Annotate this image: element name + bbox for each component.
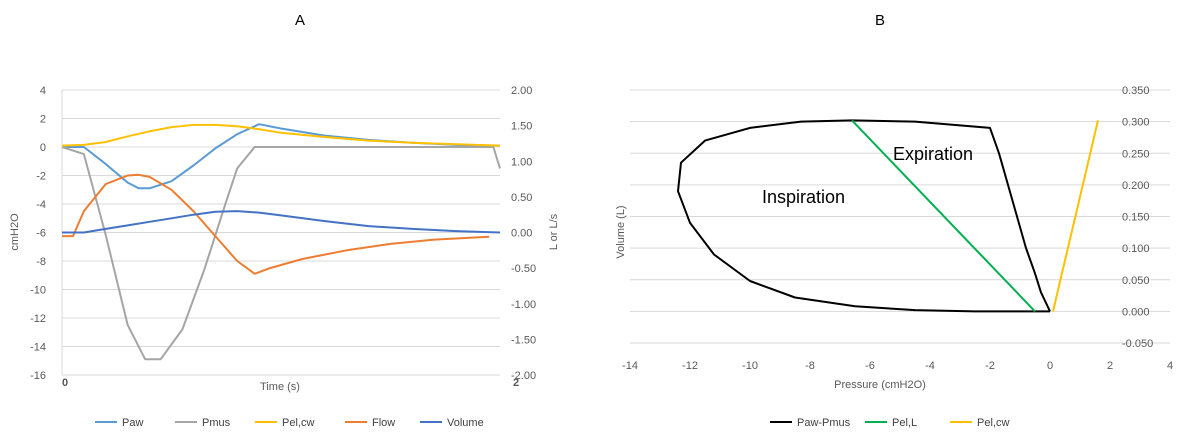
x-tick-label: 2: [513, 377, 519, 389]
x-tick-label: -12: [682, 360, 698, 372]
expiration-annotation: Expiration: [893, 144, 973, 164]
y2-tick-label: 0.200: [1122, 180, 1150, 192]
y-tick-label: -14: [30, 342, 46, 354]
series-line-volume: [62, 210, 501, 234]
y2-tick-label: -1.00: [511, 299, 536, 311]
chart-a-legend: Paw Pmus Pel,cw Flow Volume: [95, 417, 484, 429]
y-tick-label: 2: [40, 114, 46, 126]
y2-tick-label: 0.300: [1122, 117, 1150, 129]
chart-b: B -14 -12 -10 -8 -6 -4 -2 0 2 4 0.3500.3000.2500.…: [615, 12, 1173, 429]
y2-tick-label: -0.050: [1122, 338, 1153, 350]
legend-label-pel-cw: Pel,cw: [977, 417, 1009, 429]
x-tick-label: -2: [985, 360, 995, 372]
series-line-pel-l: [851, 119, 1036, 313]
chart-b-y-label: Volume (L): [615, 205, 627, 258]
y2-tick-label: 0.250: [1122, 148, 1150, 160]
series-line-pel-cw: [1052, 120, 1099, 312]
x-tick-label: -4: [925, 360, 935, 372]
inspiration-annotation: Inspiration: [762, 187, 845, 207]
legend-label-flow: Flow: [372, 417, 395, 429]
chart-a-series: [61, 123, 501, 361]
y2-tick-label: 2.00: [511, 85, 532, 97]
chart-b-x-label: Pressure (cmH2O): [834, 379, 926, 391]
legend-label-pel-l: Pel,L: [892, 417, 917, 429]
y2-tick-label: 0.350: [1122, 85, 1150, 97]
chart-a-y-ticks: 4 2 0 -2 -4 -6 -8 -10 -12 -14 -16: [30, 85, 46, 382]
series-line-paw: [62, 123, 490, 190]
x-tick-label: -8: [805, 360, 815, 372]
chart-b-title: B: [875, 12, 885, 29]
legend-label-paw: Paw: [122, 417, 143, 429]
y2-tick-label: 0.00: [511, 228, 532, 240]
chart-b-y2-ticks: 0.350 0.300 0.250 0.200 0.150 0.100 0.050 0.000…: [1122, 85, 1153, 350]
chart-a: A 4 2 0 -2 -4 -6 -8 -10 -12 -14 -16 2.00 1.50 1.00 0.…: [9, 12, 560, 429]
y2-tick-label: -2.00: [511, 370, 536, 382]
chart-b-x-ticks: -14 -12 -10 -8 -6 -4 -2 0 2 4: [622, 360, 1173, 372]
series-line-paw-pmus: [677, 119, 1051, 313]
y-tick-label: -2: [36, 171, 46, 183]
y2-tick-label: 0.050: [1122, 275, 1150, 287]
chart-a-title: A: [295, 12, 305, 29]
chart-b-series: [677, 119, 1099, 313]
x-tick-label: 2: [1107, 360, 1113, 372]
chart-a-x-label: Time (s): [260, 381, 300, 393]
chart-b-gridlines: [630, 89, 1170, 344]
x-tick-label: 4: [1167, 360, 1173, 372]
y2-tick-label: 1.00: [511, 156, 532, 168]
series-line-pmus: [61, 146, 501, 361]
y-tick-label: -4: [36, 199, 46, 211]
series-line-flow: [62, 173, 490, 275]
y-tick-label: -8: [36, 256, 46, 268]
x-tick-label: 0: [1047, 360, 1053, 372]
x-tick-label: -14: [622, 360, 638, 372]
legend-label-volume: Volume: [447, 417, 484, 429]
y2-tick-label: 0.50: [511, 192, 532, 204]
y-tick-label: -12: [30, 313, 46, 325]
y2-tick-label: 0.000: [1122, 306, 1150, 318]
legend-label-paw-pmus: Paw-Pmus: [797, 417, 851, 429]
chart-b-legend: Paw-Pmus Pel,L Pel,cw: [770, 417, 1009, 429]
chart-a-gridlines: [62, 89, 500, 376]
chart-a-y-label: cmH2O: [9, 213, 21, 251]
chart-a-y2-label: L or L/s: [548, 213, 560, 250]
legend-label-pmus: Pmus: [202, 417, 231, 429]
y-tick-label: -10: [30, 285, 46, 297]
y2-tick-label: -0.50: [511, 263, 536, 275]
y-tick-label: 4: [40, 85, 46, 97]
series-line-pel-cw: [61, 123, 501, 147]
y-tick-label: -16: [30, 370, 46, 382]
x-tick-label: 0: [62, 377, 68, 389]
legend-label-pel-cw: Pel,cw: [282, 417, 314, 429]
y2-tick-label: -1.50: [511, 334, 536, 346]
y2-tick-label: 0.100: [1122, 243, 1150, 255]
chart-a-y2-ticks: 2.00 1.50 1.00 0.50 0.00 -0.50 -1.00 -1.50 -2.00: [511, 85, 536, 382]
y-tick-label: -6: [36, 228, 46, 240]
y2-tick-label: 1.50: [511, 121, 532, 133]
x-tick-label: -6: [865, 360, 875, 372]
y-tick-label: 0: [40, 142, 46, 154]
x-tick-label: -10: [742, 360, 758, 372]
y2-tick-label: 0.150: [1122, 212, 1150, 224]
